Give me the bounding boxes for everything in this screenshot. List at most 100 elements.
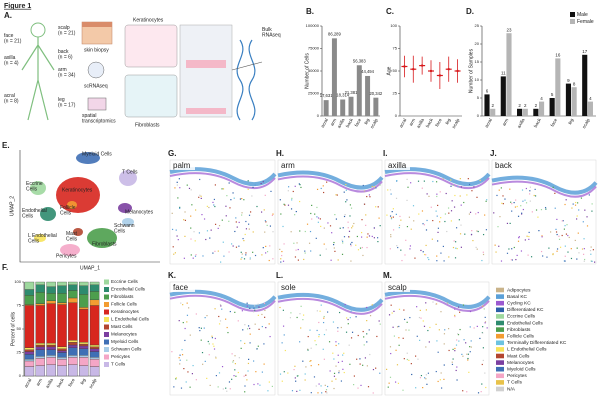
cell-dot (524, 239, 526, 241)
cell-dot (247, 362, 250, 365)
y-tick-label: 0 (395, 113, 398, 118)
y-tick-label: 75000 (308, 46, 320, 51)
cell-dot (177, 197, 179, 199)
cell-dot (175, 377, 177, 379)
cell-dot (313, 376, 316, 378)
cell-dot (316, 188, 319, 191)
cell-dot (317, 217, 320, 219)
cell-dot (533, 194, 535, 197)
y-tick-label: 50 (393, 68, 398, 73)
cell-dot (181, 349, 183, 351)
cell-dot (439, 379, 441, 381)
cell-dot (522, 200, 524, 202)
cell-dot (342, 227, 344, 229)
cell-dot (287, 204, 290, 206)
bar (365, 75, 371, 116)
bar (506, 33, 512, 117)
legend-swatch (496, 380, 504, 385)
cell-dot (238, 245, 240, 247)
bar-segment (46, 344, 56, 348)
cell-dot (425, 378, 427, 380)
cell-dot (531, 211, 533, 213)
legend-label: T Cells (507, 380, 522, 386)
cell-dot (450, 220, 452, 222)
step-label: Keratinocytes (133, 17, 164, 23)
cell-dot (304, 373, 306, 375)
cell-dot (583, 260, 585, 262)
label-bg (279, 283, 303, 292)
cell-dot (355, 316, 357, 318)
cell-dot (406, 321, 408, 323)
cell-dot (315, 385, 317, 387)
cell-dot (241, 197, 243, 200)
cell-dot (376, 335, 378, 338)
value-label: 21,381 (345, 90, 358, 95)
cell-dot (390, 217, 393, 219)
cell-dot (298, 183, 300, 185)
y-tick-label: 25 (393, 91, 398, 96)
y-tick-label: 25 (17, 350, 22, 355)
bar-segment (79, 285, 89, 295)
y-tick-label: 25 (475, 23, 480, 28)
cell-dot (366, 236, 368, 238)
cell-dot (198, 327, 200, 329)
cell-dot (459, 233, 462, 235)
cell-dot (342, 242, 344, 244)
cell-dot (408, 216, 411, 218)
cell-dot (515, 258, 517, 261)
cell-dot (509, 188, 511, 190)
cell-dot (296, 390, 298, 392)
cell-dot (245, 252, 247, 254)
cell-dot (518, 236, 520, 238)
cell-dot (241, 214, 243, 216)
cell-dot (235, 221, 237, 223)
cell-dot (184, 327, 186, 330)
cell-dot (361, 231, 363, 234)
legend-swatch (496, 287, 504, 293)
cell-dot (404, 254, 406, 256)
legend-swatch (104, 287, 109, 292)
cell-dot (357, 387, 359, 389)
bar-segment (68, 284, 78, 291)
cell-dot (230, 199, 232, 201)
site-label: face (173, 283, 189, 292)
cell-dot (223, 255, 225, 257)
cell-dot (345, 183, 347, 186)
bar-segment (68, 340, 78, 343)
cell-dot (437, 351, 439, 353)
legend-label: Basal KC (507, 294, 528, 300)
cell-dot (291, 197, 293, 199)
cell-dot (485, 229, 488, 231)
cell-dot (300, 305, 302, 307)
x-tick-label: arm (501, 117, 509, 126)
cell-dot (334, 214, 336, 216)
cell-dot (242, 329, 244, 331)
cell-dot (257, 345, 259, 347)
cell-dot (217, 227, 219, 230)
cell-dot (218, 315, 220, 318)
cell-dot (299, 230, 301, 232)
bar-segment (57, 365, 67, 377)
cell-dot (476, 196, 478, 198)
cell-dot (372, 368, 375, 371)
cluster (118, 203, 132, 213)
cell-dot (348, 236, 351, 238)
cell-dot (261, 371, 263, 373)
cell-dot (350, 310, 352, 312)
cluster (40, 207, 56, 221)
cell-dot (282, 225, 284, 228)
cell-dot (442, 178, 444, 180)
cell-dot (416, 335, 418, 337)
cell-dot (331, 232, 333, 234)
bar-segment (79, 281, 89, 286)
cell-dot (232, 245, 234, 247)
cell-dot (282, 325, 285, 327)
cell-dot (421, 187, 423, 189)
cell-dot (240, 258, 242, 260)
bar (539, 101, 545, 116)
cell-dot (445, 192, 447, 195)
bar (582, 54, 588, 116)
cell-dot (535, 209, 538, 211)
cell-dot (516, 205, 518, 208)
cell-dot (253, 383, 255, 386)
